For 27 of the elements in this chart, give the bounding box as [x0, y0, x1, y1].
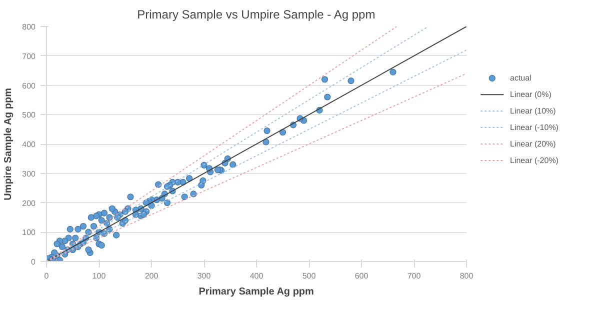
- x-tick-label: 800: [460, 272, 474, 280]
- legend-label: Linear (20%): [510, 140, 556, 148]
- y-tick-label: 600: [22, 81, 36, 90]
- legend-label: Linear (-20%): [510, 156, 559, 165]
- legend-label: Linear (-10%): [510, 123, 559, 132]
- x-tick-label: 700: [407, 272, 422, 280]
- y-tick-label: 100: [22, 228, 36, 238]
- legend-label: actual: [510, 74, 532, 83]
- x-tick-label: 400: [250, 272, 264, 280]
- y-tick-label: 200: [22, 198, 36, 208]
- y-tick-label: 400: [22, 140, 36, 149]
- y-tick-label: 500: [22, 110, 36, 120]
- y-axis-title: Umpire Sample Ag ppm: [3, 88, 14, 200]
- x-axis-title: Primary Sample Ag ppm: [198, 286, 314, 298]
- x-tick-label: 0: [44, 272, 50, 280]
- y-tick-label: 700: [22, 52, 36, 61]
- legend-label: Linear (10%): [510, 106, 556, 116]
- y-tick-label: 300: [22, 169, 36, 178]
- x-tick-label: 100: [92, 272, 106, 280]
- y-tick-label: 0: [31, 258, 36, 266]
- x-tick-label: 200: [144, 272, 159, 280]
- x-tick-label: 500: [302, 272, 316, 280]
- x-tick-label: 600: [354, 272, 369, 280]
- y-tick-label: 800: [22, 22, 36, 32]
- legend-label: Linear (0%): [510, 90, 552, 100]
- chart-title: Primary Sample vs Umpire Sample - Ag ppm: [137, 8, 376, 22]
- x-tick-label: 300: [197, 272, 212, 280]
